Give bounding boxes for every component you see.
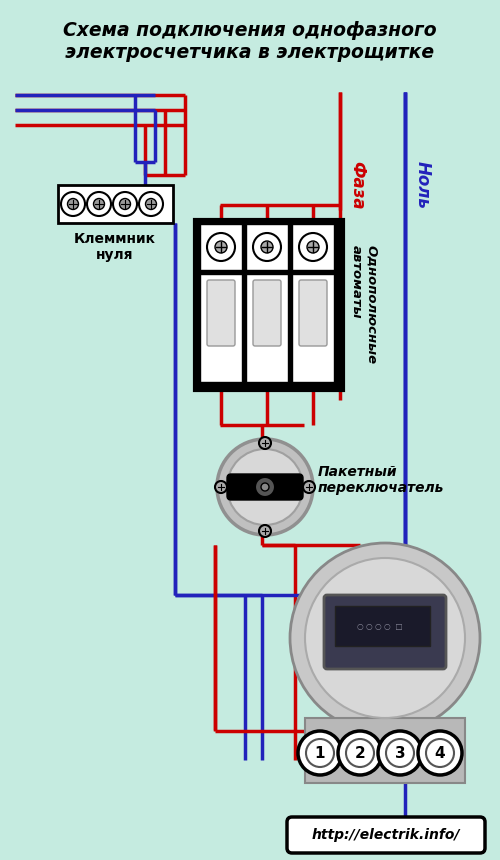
FancyBboxPatch shape [58, 185, 173, 223]
Circle shape [305, 558, 465, 718]
FancyBboxPatch shape [195, 220, 343, 390]
FancyBboxPatch shape [287, 817, 485, 853]
Circle shape [299, 233, 327, 261]
Text: http://electrik.info/: http://electrik.info/ [312, 828, 460, 842]
Text: Однополюсные
автоматы: Однополюсные автоматы [350, 245, 378, 365]
Circle shape [253, 233, 281, 261]
Circle shape [94, 199, 104, 210]
Circle shape [261, 241, 273, 253]
Text: 2: 2 [354, 746, 366, 760]
FancyBboxPatch shape [305, 718, 465, 783]
FancyBboxPatch shape [227, 474, 303, 500]
Circle shape [386, 739, 414, 767]
Text: Ноль: Ноль [414, 161, 432, 209]
FancyBboxPatch shape [207, 280, 235, 346]
Circle shape [298, 731, 342, 775]
Circle shape [426, 739, 454, 767]
Circle shape [338, 731, 382, 775]
Circle shape [61, 192, 85, 216]
Circle shape [207, 233, 235, 261]
Text: Фаза: Фаза [348, 161, 366, 209]
FancyBboxPatch shape [292, 224, 334, 270]
Circle shape [139, 192, 163, 216]
Circle shape [68, 199, 78, 210]
FancyBboxPatch shape [200, 274, 242, 382]
FancyBboxPatch shape [246, 224, 288, 270]
Circle shape [217, 439, 313, 535]
FancyBboxPatch shape [324, 595, 446, 669]
FancyBboxPatch shape [253, 280, 281, 346]
Circle shape [215, 481, 227, 493]
Circle shape [255, 477, 275, 497]
FancyBboxPatch shape [335, 606, 430, 646]
Circle shape [346, 739, 374, 767]
Circle shape [418, 731, 462, 775]
FancyBboxPatch shape [299, 280, 327, 346]
Text: ○ ○ ○ ○  □: ○ ○ ○ ○ □ [357, 622, 403, 630]
FancyBboxPatch shape [292, 274, 334, 382]
Circle shape [307, 241, 319, 253]
Text: Клеммник
нуля: Клеммник нуля [74, 232, 156, 262]
Circle shape [290, 543, 480, 733]
Circle shape [303, 481, 315, 493]
Circle shape [259, 525, 271, 537]
Circle shape [146, 199, 156, 210]
Circle shape [378, 731, 422, 775]
Text: 1: 1 [315, 746, 325, 760]
FancyBboxPatch shape [200, 224, 242, 270]
Text: 3: 3 [394, 746, 406, 760]
FancyBboxPatch shape [246, 274, 288, 382]
Circle shape [306, 739, 334, 767]
Text: 4: 4 [434, 746, 446, 760]
Text: Пакетный
переключатель: Пакетный переключатель [318, 465, 444, 495]
Circle shape [120, 199, 130, 210]
Circle shape [113, 192, 137, 216]
Circle shape [87, 192, 111, 216]
Circle shape [227, 449, 303, 525]
Circle shape [261, 483, 269, 491]
Text: Схема подключения однофазного
электросчетчика в электрощитке: Схема подключения однофазного электросче… [63, 22, 437, 63]
Circle shape [259, 437, 271, 449]
Circle shape [215, 241, 227, 253]
